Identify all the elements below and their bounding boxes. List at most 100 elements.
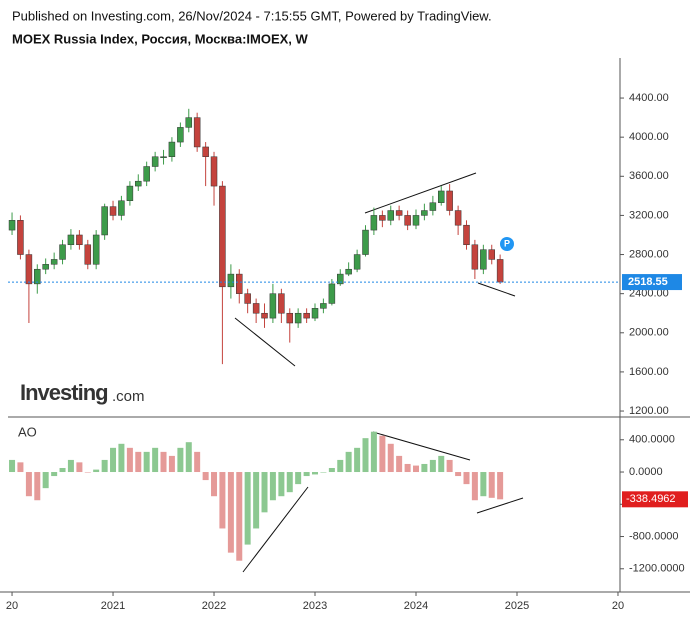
- candle-body: [496, 259, 504, 283]
- ao-bar: [25, 472, 32, 497]
- ao-bar: [413, 465, 419, 473]
- ao-bar: [320, 472, 327, 473]
- y-tick-label: 2000.00: [629, 327, 669, 339]
- candle-body: [337, 273, 344, 285]
- candle-body: [463, 224, 470, 246]
- candle-body: [429, 202, 437, 211]
- ao-bar: [404, 463, 411, 473]
- ao-bar: [9, 459, 16, 473]
- x-tick-label: 2025: [505, 600, 529, 612]
- candle-body: [177, 127, 184, 143]
- ao-bar: [379, 435, 386, 473]
- candle-body: [488, 249, 495, 260]
- x-tick-label: 2022: [202, 600, 226, 612]
- last-value-box: [622, 491, 688, 508]
- ao-bar: [76, 462, 83, 473]
- y-tick-label: -800.0000: [629, 530, 679, 542]
- candle-body: [17, 220, 24, 255]
- ao-bar: [168, 455, 175, 473]
- candle-body: [370, 215, 378, 231]
- candle-body: [471, 244, 479, 270]
- candle-body: [328, 283, 336, 304]
- ao-bar: [84, 472, 91, 473]
- ao-bar: [17, 462, 24, 473]
- ao-bar: [202, 472, 209, 481]
- candle-body: [135, 180, 142, 187]
- ao-bar: [455, 472, 462, 477]
- ao-bar: [295, 472, 302, 485]
- candle-body: [244, 293, 251, 304]
- ao-bar: [42, 472, 49, 489]
- x-tick-label: 20: [6, 600, 18, 612]
- ao-bar: [362, 438, 369, 473]
- candle-body: [210, 156, 218, 187]
- watermark: Investing: [20, 380, 108, 405]
- ao-bar: [143, 451, 150, 473]
- ao-bar: [345, 451, 352, 473]
- candle-body: [278, 293, 285, 314]
- y-tick-label: 2400.00: [629, 288, 669, 300]
- candle-body: [92, 234, 100, 265]
- trend-line: [372, 431, 471, 461]
- candle-body: [379, 215, 386, 221]
- candle-body: [294, 312, 302, 324]
- ao-bar: [160, 451, 167, 473]
- x-tick-label: 2023: [303, 600, 327, 612]
- candle-body: [84, 244, 92, 265]
- candle-body: [353, 254, 361, 270]
- ao-bar: [463, 472, 470, 485]
- ao-bar: [480, 472, 487, 497]
- ao-bar: [497, 472, 504, 500]
- ao-bar: [101, 459, 108, 473]
- y-tick-label: 3200.00: [629, 209, 669, 221]
- candle-body: [421, 210, 428, 216]
- candle-body: [25, 254, 33, 285]
- ao-bar: [118, 443, 125, 473]
- candle-body: [42, 264, 49, 270]
- trend-line: [364, 172, 477, 214]
- candle-body: [387, 210, 395, 221]
- ao-bar: [152, 447, 159, 473]
- y-tick-label: 1200.00: [629, 405, 669, 417]
- y-tick-label: -1200.0000: [629, 563, 685, 575]
- trend-line: [234, 317, 296, 367]
- indicator-title: AO: [18, 424, 37, 439]
- ao-bar: [370, 431, 377, 473]
- ao-bar: [93, 469, 100, 473]
- ao-bar: [354, 447, 361, 473]
- candle-body: [118, 200, 125, 216]
- ao-bar: [396, 455, 403, 473]
- candle-body: [236, 273, 243, 294]
- watermark-suffix: .com: [112, 388, 145, 405]
- ao-bar: [236, 472, 243, 561]
- candle-body: [320, 303, 327, 309]
- x-tick-label: 2021: [101, 600, 125, 612]
- ao-bar: [185, 442, 192, 473]
- candle-body: [126, 185, 134, 201]
- ao-bar: [244, 472, 251, 545]
- ao-bar: [286, 472, 293, 493]
- ao-bar: [227, 472, 234, 553]
- candle-body: [446, 190, 453, 211]
- trend-line: [476, 497, 524, 514]
- y-tick-label: 4000.00: [629, 131, 669, 143]
- candle-body: [109, 206, 117, 216]
- candle-body: [8, 220, 16, 231]
- candle-body: [219, 185, 226, 288]
- ao-bar: [438, 455, 445, 473]
- badge-label[interactable]: P: [504, 238, 510, 248]
- ao-bar: [67, 459, 74, 473]
- badge[interactable]: [500, 237, 514, 251]
- candle-body: [227, 273, 235, 288]
- candle-body: [168, 141, 176, 157]
- candle-body: [395, 210, 403, 216]
- candle-body: [404, 215, 411, 226]
- ao-bar: [253, 472, 260, 529]
- candle-body: [50, 259, 58, 265]
- ao-bar: [126, 447, 133, 473]
- published-note: Published on Investing.com, 26/Nov/2024 …: [12, 8, 492, 23]
- ao-bar: [261, 472, 268, 513]
- last-price-box: [622, 274, 682, 291]
- candle-body: [345, 268, 352, 275]
